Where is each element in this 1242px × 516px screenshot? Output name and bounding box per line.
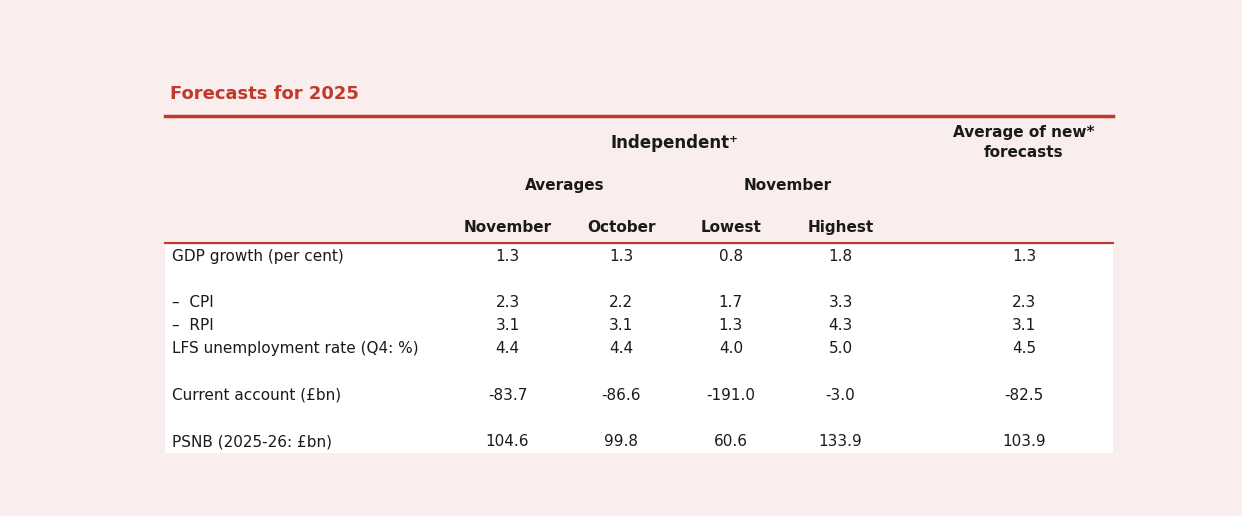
Text: 60.6: 60.6 (714, 434, 748, 449)
FancyBboxPatch shape (165, 245, 1113, 453)
Text: 3.1: 3.1 (609, 318, 633, 333)
Text: –  CPI: – CPI (171, 295, 214, 310)
Text: 3.3: 3.3 (828, 295, 853, 310)
Text: 5.0: 5.0 (828, 342, 853, 357)
Text: 133.9: 133.9 (818, 434, 862, 449)
Text: 1.3: 1.3 (719, 318, 743, 333)
FancyBboxPatch shape (165, 118, 1113, 245)
Text: -3.0: -3.0 (826, 388, 856, 403)
Text: 99.8: 99.8 (604, 434, 638, 449)
Text: -83.7: -83.7 (488, 388, 528, 403)
Text: -82.5: -82.5 (1005, 388, 1043, 403)
Text: -86.6: -86.6 (601, 388, 641, 403)
Text: Independent⁺: Independent⁺ (610, 134, 738, 152)
Text: 1.3: 1.3 (609, 249, 633, 264)
Text: 1.8: 1.8 (828, 249, 853, 264)
Text: 4.4: 4.4 (609, 342, 633, 357)
Text: Average of new*
forecasts: Average of new* forecasts (953, 125, 1094, 160)
Text: 1.3: 1.3 (496, 249, 519, 264)
Text: 1.7: 1.7 (719, 295, 743, 310)
Text: 2.3: 2.3 (1012, 295, 1036, 310)
Text: Forecasts for 2025: Forecasts for 2025 (170, 85, 359, 103)
Text: Lowest: Lowest (700, 220, 761, 235)
Text: –  RPI: – RPI (171, 318, 214, 333)
Text: Current account (£bn): Current account (£bn) (171, 388, 340, 403)
Text: 4.4: 4.4 (496, 342, 519, 357)
Text: 2.3: 2.3 (496, 295, 519, 310)
Text: 2.2: 2.2 (609, 295, 633, 310)
Text: October: October (587, 220, 656, 235)
Text: -191.0: -191.0 (707, 388, 755, 403)
Text: GDP growth (per cent): GDP growth (per cent) (171, 249, 343, 264)
Text: 4.5: 4.5 (1012, 342, 1036, 357)
Text: November: November (463, 220, 551, 235)
Text: PSNB (2025-26: £bn): PSNB (2025-26: £bn) (171, 434, 332, 449)
Text: 4.3: 4.3 (828, 318, 853, 333)
Text: Highest: Highest (807, 220, 873, 235)
Text: November: November (744, 178, 832, 192)
Text: 4.0: 4.0 (719, 342, 743, 357)
Text: LFS unemployment rate (Q4: %): LFS unemployment rate (Q4: %) (171, 342, 419, 357)
Text: 104.6: 104.6 (486, 434, 529, 449)
Text: 3.1: 3.1 (1012, 318, 1036, 333)
Text: 1.3: 1.3 (1012, 249, 1036, 264)
Text: Averages: Averages (524, 178, 604, 192)
Text: 103.9: 103.9 (1002, 434, 1046, 449)
Text: 0.8: 0.8 (719, 249, 743, 264)
Text: 3.1: 3.1 (496, 318, 519, 333)
